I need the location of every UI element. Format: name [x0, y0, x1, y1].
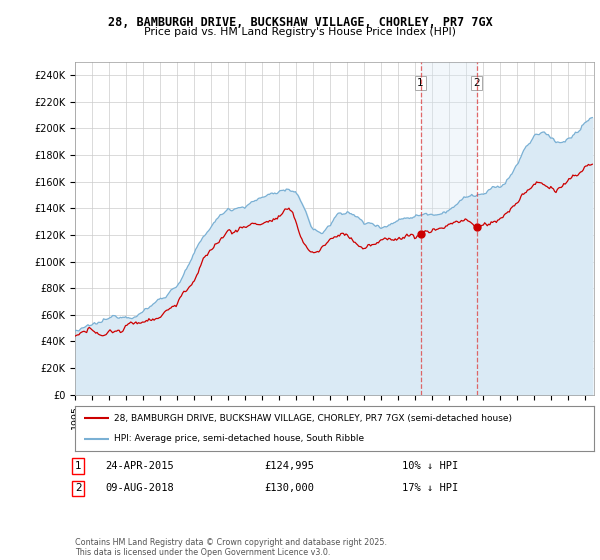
Text: 2: 2: [75, 483, 82, 493]
Text: 17% ↓ HPI: 17% ↓ HPI: [402, 483, 458, 493]
Text: £124,995: £124,995: [264, 461, 314, 471]
Text: 09-AUG-2018: 09-AUG-2018: [105, 483, 174, 493]
Text: 10% ↓ HPI: 10% ↓ HPI: [402, 461, 458, 471]
Text: 1: 1: [417, 78, 424, 87]
Text: 28, BAMBURGH DRIVE, BUCKSHAW VILLAGE, CHORLEY, PR7 7GX (semi-detached house): 28, BAMBURGH DRIVE, BUCKSHAW VILLAGE, CH…: [114, 414, 512, 423]
Text: Contains HM Land Registry data © Crown copyright and database right 2025.
This d: Contains HM Land Registry data © Crown c…: [75, 538, 387, 557]
Text: 24-APR-2015: 24-APR-2015: [105, 461, 174, 471]
Text: 28, BAMBURGH DRIVE, BUCKSHAW VILLAGE, CHORLEY, PR7 7GX: 28, BAMBURGH DRIVE, BUCKSHAW VILLAGE, CH…: [107, 16, 493, 29]
Text: 1: 1: [75, 461, 82, 471]
Bar: [421, 62, 476, 395]
Text: HPI: Average price, semi-detached house, South Ribble: HPI: Average price, semi-detached house,…: [114, 434, 364, 443]
Text: £130,000: £130,000: [264, 483, 314, 493]
Text: 2: 2: [473, 78, 480, 87]
Text: Price paid vs. HM Land Registry's House Price Index (HPI): Price paid vs. HM Land Registry's House …: [144, 27, 456, 37]
